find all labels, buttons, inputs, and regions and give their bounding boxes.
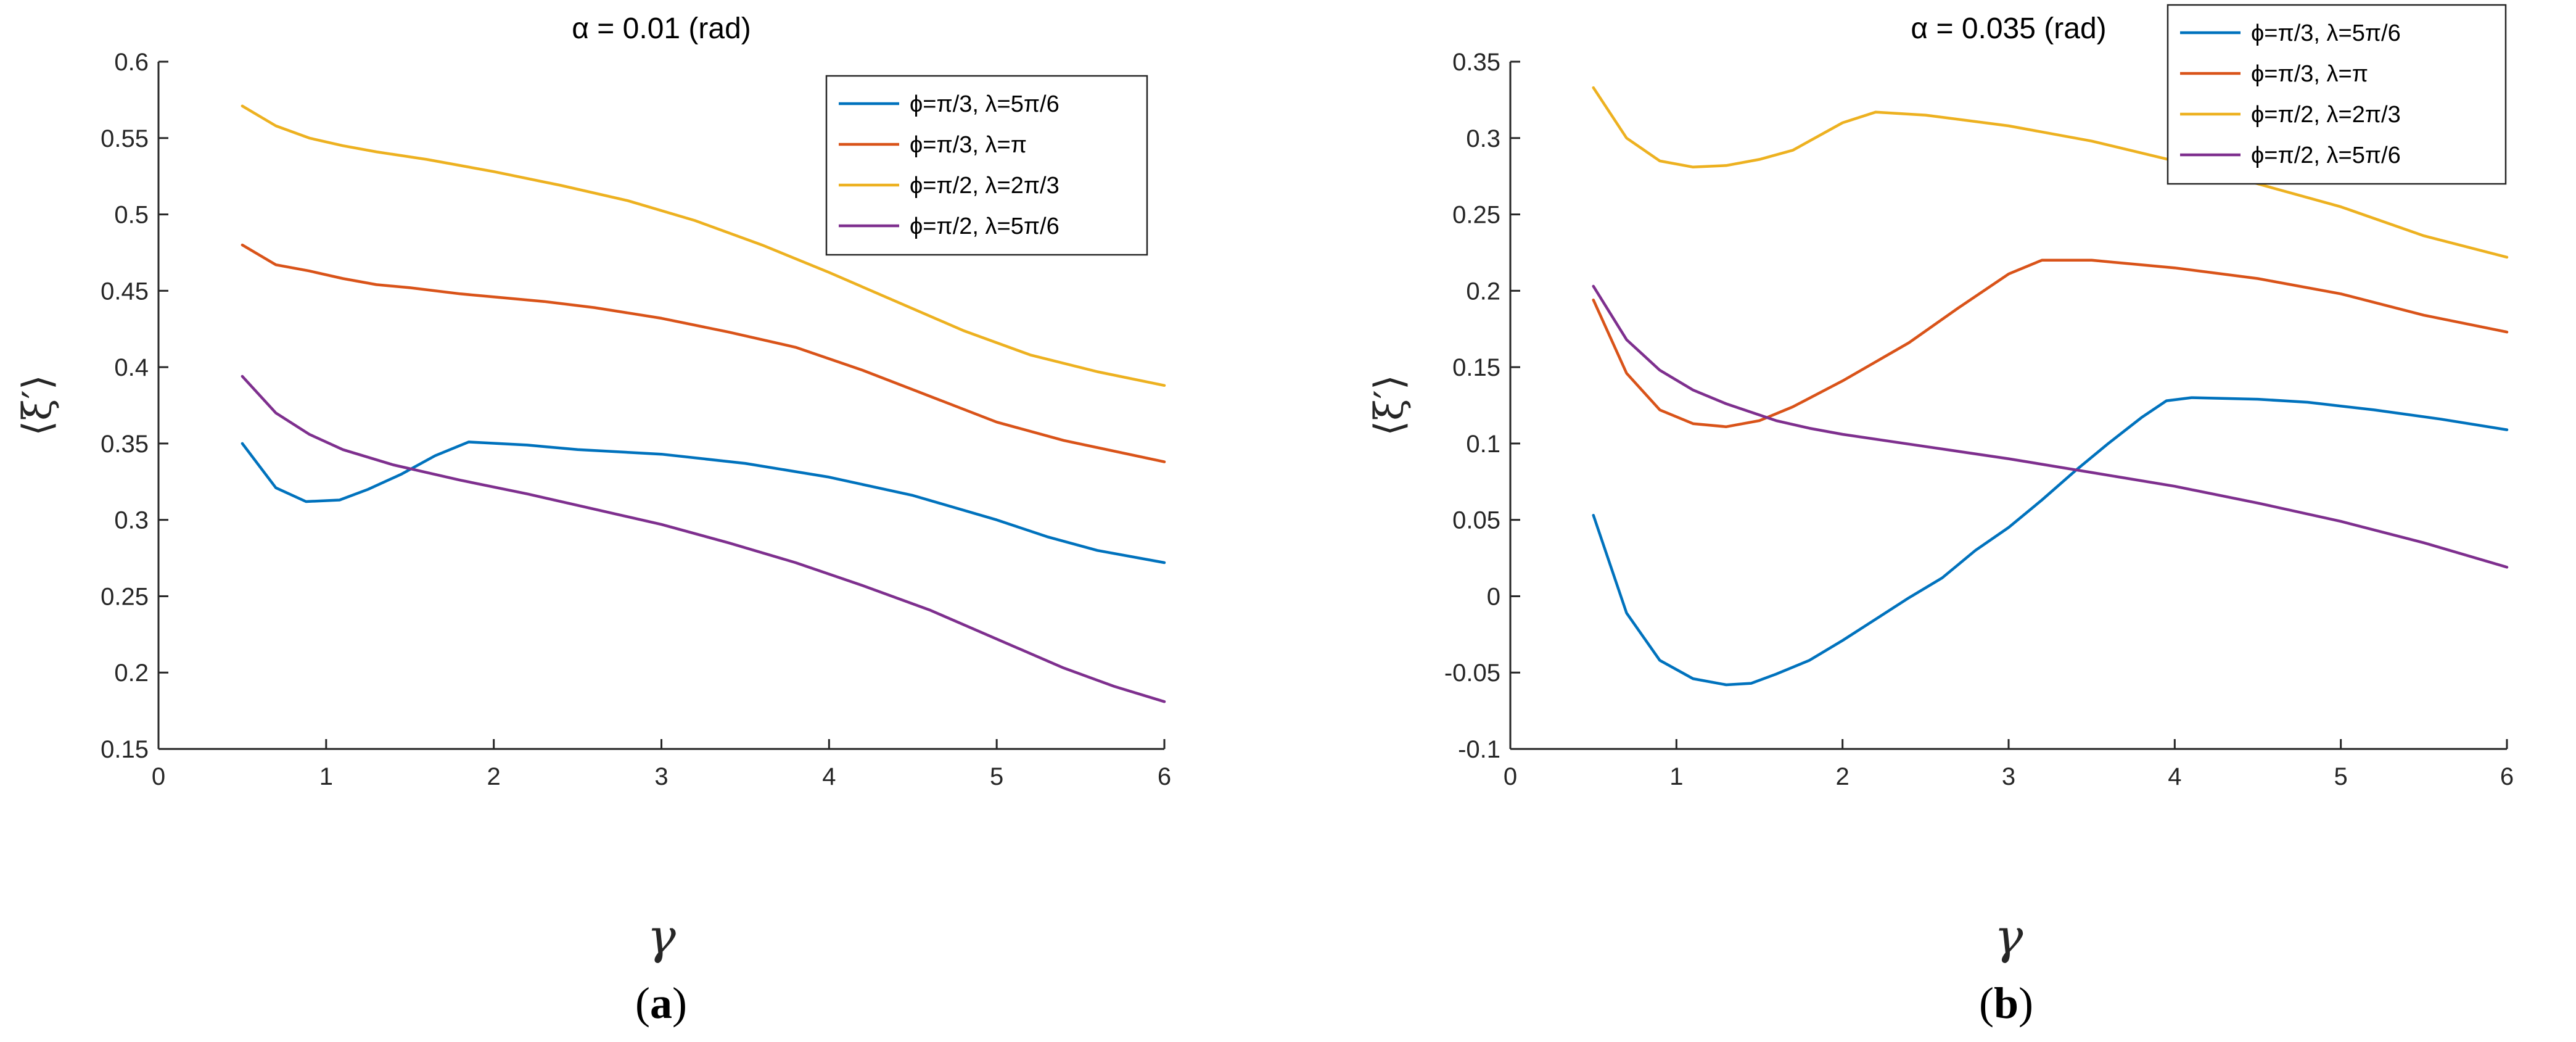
y-tick-label: 0.45 [101, 278, 149, 305]
subfigure-letter: b [1994, 978, 2018, 1028]
x-tick-label: 2 [487, 763, 501, 790]
y-tick-label: 0.5 [114, 202, 149, 229]
series-line-3 [241, 104, 1166, 387]
x-tick-label: 4 [2168, 763, 2181, 790]
y-tick-label: 0.1 [1466, 431, 1500, 458]
y-tick-label: 0.6 [114, 49, 149, 76]
series-line-2 [241, 243, 1166, 463]
legend-entry-1: ϕ=π/3, λ=5π/6 [2251, 20, 2401, 46]
x-tick-label: 2 [1836, 763, 1850, 790]
y-tick-label: 0 [1487, 583, 1500, 610]
legend: ϕ=π/3, λ=5π/6 ϕ=π/3, λ=π ϕ=π/2, λ=2π/3 ϕ=π/… [825, 75, 1148, 256]
chart-panel-a: 0 1 2 3 4 5 6 0.15 0.2 0.25 0.3 0.35 0.4 0.45 0.5 0.55 0… [15, 12, 1171, 1028]
x-axis-label: γ [1994, 909, 2023, 965]
y-tick-label: 0.3 [114, 507, 149, 534]
series-line-2 [1592, 258, 2509, 428]
y-tick-label: 0.25 [101, 583, 149, 610]
legend-entry-2: ϕ=π/3, λ=π [2251, 61, 2368, 87]
legend-entry-2: ϕ=π/3, λ=π [910, 132, 1027, 158]
subfigure-paren-open: ( [1979, 978, 1994, 1028]
subfigure-letter: a [650, 978, 672, 1028]
x-tick-label: 0 [152, 763, 165, 790]
x-tick-label: 1 [1669, 763, 1683, 790]
x-tick-label: 0 [1504, 763, 1517, 790]
legend-entry-4: ϕ=π/2, λ=5π/6 [910, 213, 1060, 239]
series-line-1 [1592, 396, 2509, 687]
x-tick-label: 3 [654, 763, 668, 790]
subfigure-paren-close: ) [2018, 978, 2033, 1028]
subfigure-label: (a) [635, 978, 687, 1028]
legend-entry-4: ϕ=π/2, λ=5π/6 [2251, 143, 2401, 168]
y-tick-label: 0.4 [114, 354, 149, 381]
legend-entry-1: ϕ=π/3, λ=5π/6 [910, 91, 1060, 117]
y-tick-label: -0.1 [1458, 736, 1500, 763]
series-line-4 [241, 374, 1166, 703]
y-tick-label: 0.35 [1452, 49, 1500, 76]
legend-entry-3: ϕ=π/2, λ=2π/3 [2251, 102, 2401, 128]
y-tick-label: 0.2 [1466, 278, 1500, 305]
y-tick-label: 0.55 [101, 125, 149, 152]
series-line-3 [1592, 86, 2509, 259]
x-tick-label: 3 [2002, 763, 2015, 790]
series-line-4 [1592, 284, 2509, 569]
legend-entry-3: ϕ=π/2, λ=2π/3 [910, 173, 1060, 199]
y-tick-label: 0.15 [1452, 354, 1500, 381]
y-axis-label: ⟨ξ′⟩ [15, 374, 60, 436]
y-axis-label: ⟨ξ′⟩ [1367, 374, 1412, 436]
x-tick-label: 6 [1158, 763, 1171, 790]
subfigure-paren-open: ( [635, 978, 650, 1028]
y-tick-label: 0.25 [1452, 202, 1500, 229]
x-tick-label: 1 [319, 763, 333, 790]
y-tick-label: 0.35 [101, 431, 149, 458]
y-tick-label: 0.05 [1452, 507, 1500, 534]
x-tick-label: 6 [2500, 763, 2514, 790]
x-tick-label: 4 [822, 763, 836, 790]
subfigure-paren-close: ) [672, 978, 687, 1028]
y-tick-label: -0.05 [1444, 660, 1500, 687]
y-tick-label: 0.3 [1466, 125, 1500, 152]
x-axis-label: γ [647, 909, 676, 965]
y-tick-label: 0.2 [114, 660, 149, 687]
chart-title: α = 0.01 (rad) [572, 12, 751, 45]
legend: ϕ=π/3, λ=5π/6 ϕ=π/3, λ=π ϕ=π/2, λ=2π/3 ϕ=π/… [2167, 4, 2507, 185]
x-tick-label: 5 [2334, 763, 2348, 790]
x-tick-label: 5 [990, 763, 1003, 790]
series-line-1 [241, 440, 1166, 564]
chart-panel-b: 0 1 2 3 4 5 6 -0.1 -0.05 0 0.05 0.1 0.15 0.2 0.25 0.3 0.… [1367, 4, 2514, 1028]
chart-title: α = 0.035 (rad) [1911, 12, 2106, 45]
subfigure-label: (b) [1979, 978, 2033, 1028]
y-tick-label: 0.15 [101, 736, 149, 763]
